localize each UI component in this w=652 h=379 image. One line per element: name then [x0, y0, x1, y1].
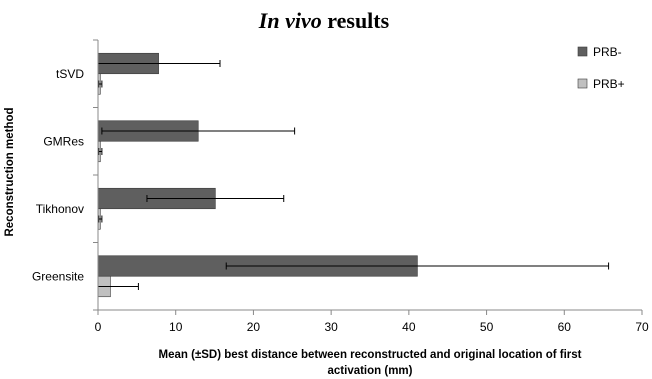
error-bar-tikhonov-prb-plus	[98, 215, 103, 223]
x-tick-label: 10	[169, 320, 183, 334]
x-tick-label: 0	[95, 320, 102, 334]
error-bar-greensite-prb-minus	[225, 262, 610, 270]
y-tick-label: Tikhonov	[36, 202, 84, 216]
chart-title-italic: In vivo	[258, 8, 322, 33]
y-axis-title: Reconstruction method	[4, 107, 16, 236]
y-tick-label: GMRes	[43, 134, 84, 148]
chart-title: In vivo results	[258, 8, 390, 33]
x-tick-label: 30	[324, 320, 338, 334]
y-tick-label: Greensite	[32, 269, 84, 283]
legend-item-prb-minus: PRB-	[577, 45, 622, 59]
y-tick-label: tSVD	[56, 67, 84, 81]
legend-label: PRB-	[593, 45, 622, 59]
legend-swatch	[577, 78, 588, 89]
x-tick-label: 70	[635, 320, 649, 334]
bars-layer	[97, 52, 418, 298]
error-bar-gmres-prb-minus	[101, 127, 296, 135]
error-bar-gmres-prb-plus	[98, 148, 103, 155]
x-tick-label: 60	[558, 320, 572, 334]
legend: PRB- PRB+	[577, 45, 625, 91]
error-bar-tsvd-prb-plus	[98, 80, 103, 88]
x-axis-title-line2: activation (mm)	[328, 365, 413, 377]
x-axis-title-line1: Mean (±SD) best distance between reconst…	[159, 349, 582, 361]
error-bar-tikhonov-prb-minus	[146, 195, 285, 202]
x-tick-label: 40	[402, 320, 416, 334]
error-bars-layer	[97, 60, 610, 290]
x-tick-label: 50	[480, 320, 494, 334]
legend-swatch	[577, 46, 588, 57]
chart-title-rest: results	[322, 8, 390, 33]
x-tick-label: 20	[247, 320, 261, 334]
x-ticks: 0 10 20 30 40 50 60 70	[95, 310, 649, 334]
legend-item-prb-plus: PRB+	[577, 77, 625, 91]
y-ticks: tSVD GMRes Tikhonov Greensite	[32, 39, 98, 311]
legend-label: PRB+	[593, 77, 625, 91]
